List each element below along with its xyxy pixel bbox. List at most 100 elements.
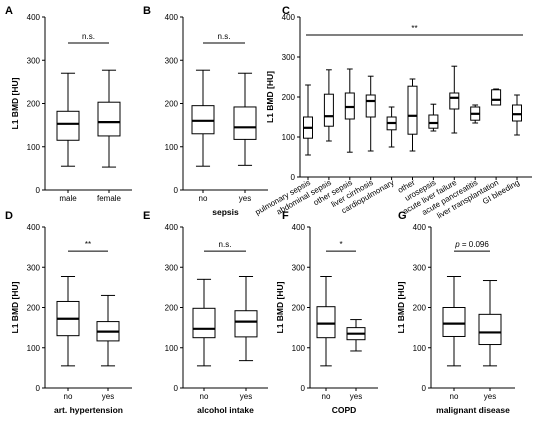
box-1 xyxy=(191,69,215,193)
significance-label: p = 0.096 xyxy=(454,240,489,249)
iqr-box xyxy=(407,85,418,135)
panel-e: E 0 100 200 300 400 no yes alcohol intake n.s. xyxy=(143,210,268,415)
box-9 xyxy=(470,104,481,180)
box-7 xyxy=(428,103,439,180)
y-tick-label: 0 xyxy=(174,186,179,195)
iqr-box xyxy=(512,104,522,122)
box-10 xyxy=(491,88,502,180)
y-tick-label: 200 xyxy=(165,100,179,109)
panel-letter: E xyxy=(143,210,150,222)
iqr-box xyxy=(428,114,439,129)
y-tick-label: 100 xyxy=(27,143,41,152)
y-tick-label: 300 xyxy=(27,263,41,272)
y-tick-label: 400 xyxy=(27,13,41,22)
box-11 xyxy=(512,94,522,180)
y-tick-label: 200 xyxy=(292,304,306,313)
y-tick-label: 300 xyxy=(413,263,427,272)
y-tick-label: 400 xyxy=(165,223,179,232)
category-label: no xyxy=(450,392,459,401)
category-label: no xyxy=(322,392,331,401)
y-axis-label: L1 BMD [HU] xyxy=(275,281,285,333)
y-tick-label: 300 xyxy=(282,53,296,62)
significance-label: ** xyxy=(411,24,417,33)
iqr-box xyxy=(323,93,334,127)
y-tick-label: 100 xyxy=(165,344,179,353)
box-2 xyxy=(478,280,502,391)
y-tick-label: 400 xyxy=(27,223,41,232)
y-tick-label: 300 xyxy=(165,56,179,65)
category-label: male xyxy=(59,194,77,203)
x-axis-label: sepsis xyxy=(212,207,239,217)
category-label: no xyxy=(64,392,73,401)
panel-letter: B xyxy=(143,5,151,17)
y-tick-label: 300 xyxy=(165,263,179,272)
y-tick-label: 400 xyxy=(292,223,306,232)
y-tick-label: 300 xyxy=(292,263,306,272)
box-1 xyxy=(303,84,313,180)
box-3 xyxy=(344,68,355,180)
y-tick-label: 100 xyxy=(282,133,296,142)
y-axis-label: L1 BMD [HU] xyxy=(10,77,20,129)
y-tick-label: 100 xyxy=(165,143,179,152)
significance-label: n.s. xyxy=(82,32,95,41)
box-1 xyxy=(442,276,466,391)
panel-letter: F xyxy=(282,210,289,222)
category-label: no xyxy=(200,392,209,401)
category-label: no xyxy=(199,194,208,203)
iqr-box xyxy=(316,306,336,339)
y-tick-label: 200 xyxy=(282,93,296,102)
x-axis-label: alcohol intake xyxy=(197,405,254,415)
y-tick-label: 300 xyxy=(27,56,41,65)
panel-letter: D xyxy=(5,210,13,222)
significance-label: * xyxy=(339,240,342,249)
box-1 xyxy=(192,278,216,391)
y-tick-label: 0 xyxy=(36,186,41,195)
y-tick-label: 100 xyxy=(292,344,306,353)
y-axis-label: L1 BMD [HU] xyxy=(265,71,275,123)
category-label: yes xyxy=(350,392,362,401)
iqr-box xyxy=(192,307,216,339)
y-tick-label: 100 xyxy=(413,344,427,353)
iqr-box xyxy=(233,106,257,140)
category-label: yes xyxy=(240,392,252,401)
iqr-box xyxy=(365,94,376,118)
box-8 xyxy=(449,65,460,180)
box-4 xyxy=(365,75,376,180)
significance-label: n.s. xyxy=(219,240,232,249)
category-label: yes xyxy=(239,194,251,203)
panel-letter: A xyxy=(5,5,13,17)
iqr-box xyxy=(234,310,258,338)
iqr-box xyxy=(449,92,460,110)
y-tick-label: 0 xyxy=(291,173,296,182)
box-6 xyxy=(407,78,418,180)
box-1 xyxy=(56,276,80,391)
box-2 xyxy=(97,69,121,193)
box-2 xyxy=(234,276,258,391)
panel-d: D 0 100 200 300 400 L1 BMD [HU] no yes art. hyper… xyxy=(5,210,132,415)
iqr-box xyxy=(491,89,502,106)
significance-label: ** xyxy=(85,240,91,249)
panel-f: F 0 100 200 300 400 L1 BMD [HU] no yes COPD * xyxy=(275,210,378,415)
y-tick-label: 200 xyxy=(27,100,41,109)
box-1 xyxy=(56,72,80,193)
y-tick-label: 0 xyxy=(174,384,179,393)
iqr-box xyxy=(97,101,121,137)
y-tick-label: 0 xyxy=(422,384,427,393)
y-tick-label: 0 xyxy=(36,384,41,393)
box-2 xyxy=(323,69,334,180)
y-tick-label: 400 xyxy=(165,13,179,22)
y-tick-label: 100 xyxy=(27,344,41,353)
box-2 xyxy=(233,72,257,193)
y-axis-label: L1 BMD [HU] xyxy=(396,281,406,333)
panel-letter: G xyxy=(398,210,407,222)
box-1 xyxy=(316,276,336,391)
y-axis-label: L1 BMD [HU] xyxy=(10,281,20,333)
y-tick-label: 0 xyxy=(301,384,306,393)
box-2 xyxy=(96,294,120,391)
iqr-box xyxy=(56,110,80,141)
panel-a: A 0 100 200 300 400 L1 BMD [HU] male female n.s. xyxy=(5,5,132,203)
x-axis-label: art. hypertension xyxy=(54,405,123,415)
box-2 xyxy=(346,319,366,391)
